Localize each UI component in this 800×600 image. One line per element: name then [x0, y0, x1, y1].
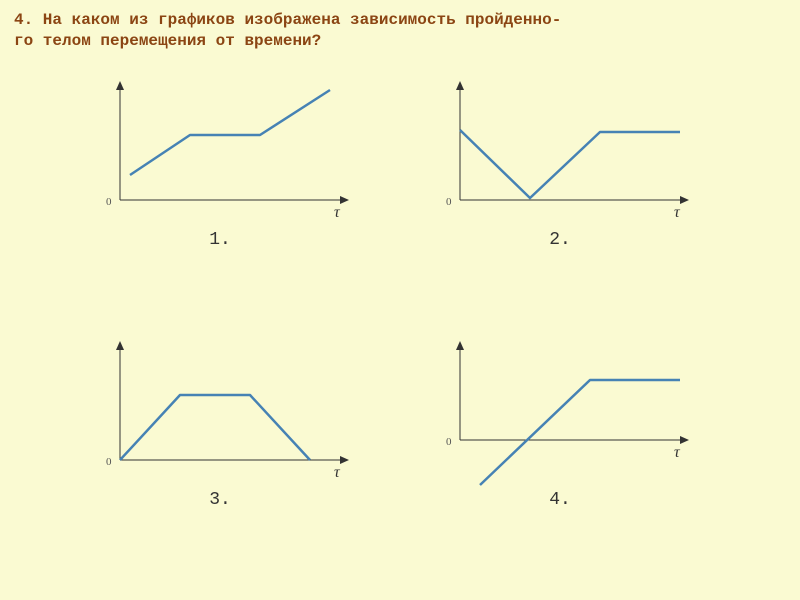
chart4-line	[480, 380, 680, 485]
chart3-svg	[90, 340, 350, 490]
question-line1: 4. На каком из графиков изображена завис…	[14, 10, 561, 31]
origin-label: 0	[446, 436, 452, 448]
tau-label: τ	[674, 444, 680, 462]
tau-label: τ	[334, 204, 340, 222]
y-axis-arrow-icon	[456, 341, 464, 350]
chart4: 0τ4.	[430, 340, 690, 490]
x-axis-arrow-icon	[680, 436, 689, 444]
y-axis-arrow-icon	[456, 81, 464, 90]
chart3-line	[120, 395, 310, 460]
x-axis-arrow-icon	[340, 456, 349, 464]
question-line2: го телом перемещения от времени?	[14, 31, 561, 52]
chart3: 0τ3.	[90, 340, 350, 490]
y-axis-arrow-icon	[116, 81, 124, 90]
chart1: 0τ1.	[90, 80, 350, 230]
origin-label: 0	[106, 456, 112, 468]
origin-label: 0	[106, 196, 112, 208]
tau-label: τ	[334, 464, 340, 482]
x-axis-arrow-icon	[680, 196, 689, 204]
chart4-svg	[430, 340, 690, 490]
question-text: 4. На каком из графиков изображена завис…	[14, 10, 561, 52]
x-axis-arrow-icon	[340, 196, 349, 204]
chart4-label: 4.	[430, 490, 690, 510]
tau-label: τ	[674, 204, 680, 222]
chart2: 0τ2.	[430, 80, 690, 230]
chart1-line	[130, 90, 330, 175]
chart1-label: 1.	[90, 230, 350, 250]
chart2-line	[460, 130, 680, 198]
chart2-label: 2.	[430, 230, 690, 250]
chart2-svg	[430, 80, 690, 230]
y-axis-arrow-icon	[116, 341, 124, 350]
origin-label: 0	[446, 196, 452, 208]
chart3-label: 3.	[90, 490, 350, 510]
chart1-svg	[90, 80, 350, 230]
